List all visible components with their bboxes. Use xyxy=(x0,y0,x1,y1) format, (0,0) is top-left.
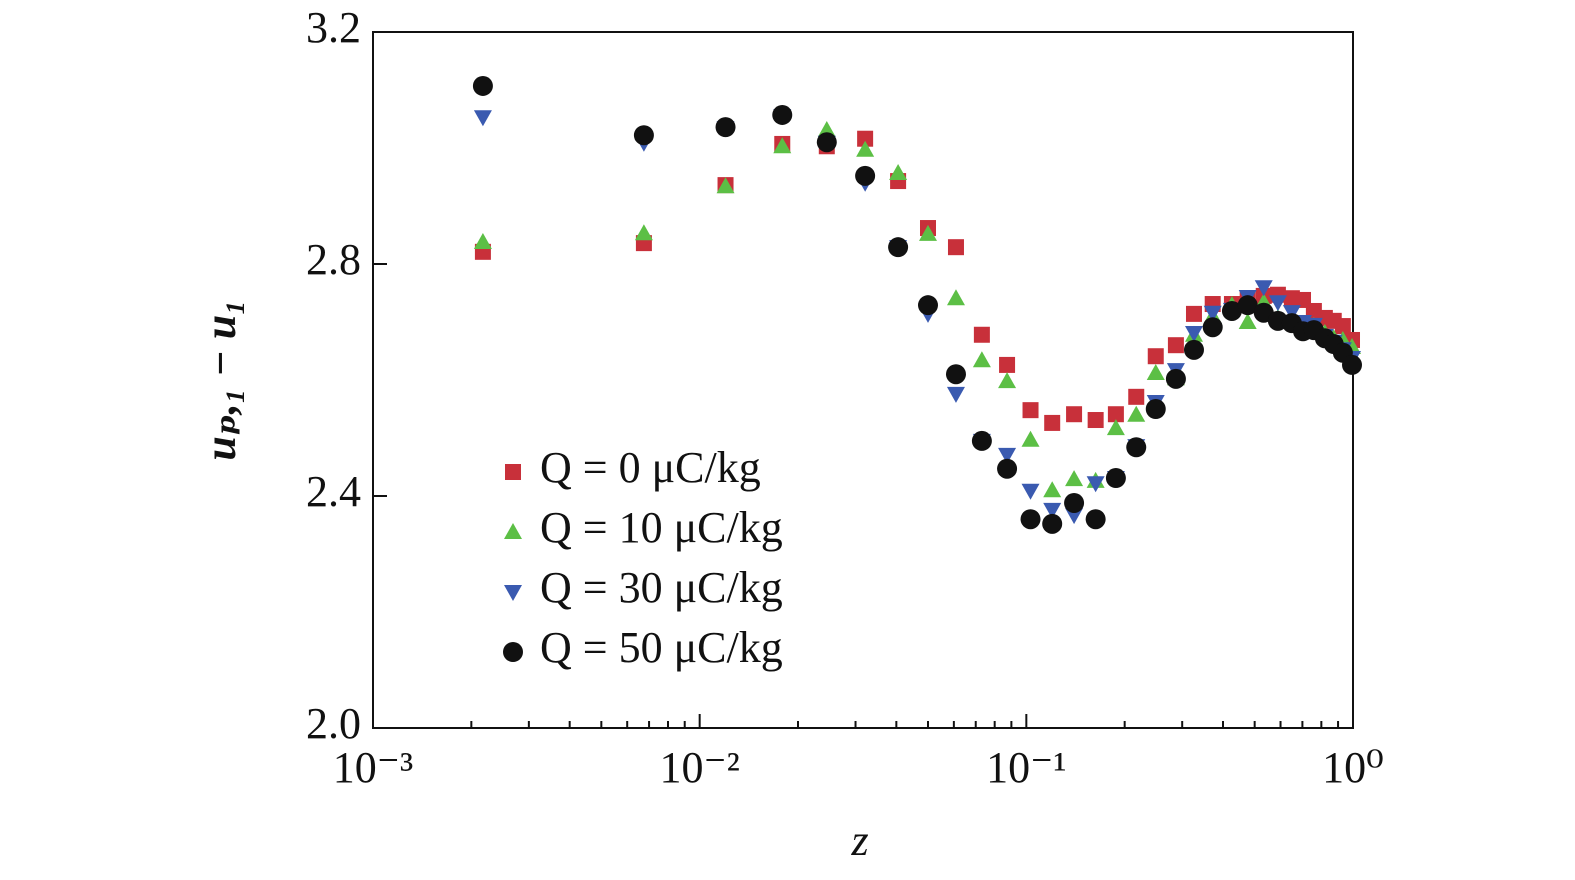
data-point xyxy=(889,163,908,180)
data-point xyxy=(1066,406,1083,423)
data-point xyxy=(917,295,938,316)
plot-frame xyxy=(372,31,1354,729)
data-point xyxy=(1237,295,1258,316)
y-tick-label: 2.0 xyxy=(306,699,361,748)
data-point xyxy=(472,75,493,96)
data-point xyxy=(1105,468,1126,489)
data-point xyxy=(888,237,909,258)
data-point xyxy=(1127,405,1146,422)
data-point xyxy=(857,130,874,147)
data-point xyxy=(973,326,990,343)
data-point xyxy=(1106,419,1125,436)
data-point xyxy=(1268,295,1287,312)
data-point xyxy=(998,372,1017,389)
data-point xyxy=(1147,348,1164,365)
data-point xyxy=(971,430,992,451)
data-point xyxy=(773,137,792,154)
data-point xyxy=(1185,305,1202,322)
y-axis-label: uₚ,₁ − u₁ xyxy=(196,299,245,460)
x-tick-label: 10⁻¹ xyxy=(986,743,1066,792)
data-point xyxy=(715,117,736,138)
data-point xyxy=(473,110,492,127)
marker-triangle-down xyxy=(504,585,522,601)
marker-square xyxy=(505,464,521,480)
data-point xyxy=(1043,502,1062,519)
data-point xyxy=(1022,402,1039,419)
data-point xyxy=(1021,483,1040,500)
data-point xyxy=(855,165,876,186)
data-point xyxy=(1183,339,1204,360)
y-tick-label: 2.4 xyxy=(306,467,361,516)
data-point xyxy=(816,132,837,153)
data-point xyxy=(633,125,654,146)
data-point xyxy=(1087,412,1104,429)
data-point xyxy=(945,364,966,385)
data-point xyxy=(1065,508,1084,525)
x-axis-label: z xyxy=(850,816,868,865)
data-point xyxy=(1126,437,1147,458)
data-point xyxy=(1184,326,1203,343)
y-tick-label: 3.2 xyxy=(306,3,361,52)
x-tick-label: 10⁻³ xyxy=(333,743,413,792)
data-point xyxy=(1085,509,1106,530)
legend-label: Q = 50 μC/kg xyxy=(540,623,783,672)
data-point xyxy=(1020,509,1041,530)
data-point xyxy=(1042,513,1063,534)
data-point xyxy=(817,121,836,138)
data-point xyxy=(1128,388,1145,405)
data-point xyxy=(998,447,1017,464)
data-point xyxy=(1238,313,1257,329)
data-point xyxy=(856,140,875,157)
data-point xyxy=(1165,368,1186,389)
data-point xyxy=(946,386,965,403)
data-point xyxy=(997,458,1018,479)
data-point xyxy=(1146,364,1165,381)
data-point xyxy=(1254,280,1273,297)
data-point xyxy=(918,224,937,241)
x-tick-label: 10⁰ xyxy=(1322,743,1384,792)
legend-label: Q = 30 μC/kg xyxy=(540,563,783,612)
data-point xyxy=(1342,354,1363,375)
data-point xyxy=(1043,481,1062,498)
data-point xyxy=(772,104,793,125)
data-point xyxy=(1202,317,1223,338)
data-point xyxy=(1145,399,1166,419)
marker-circle xyxy=(503,642,523,662)
data-point xyxy=(999,356,1016,373)
data-point xyxy=(1167,337,1184,354)
marker-triangle-up xyxy=(504,523,522,539)
data-point xyxy=(1064,492,1085,513)
data-point xyxy=(1334,318,1351,335)
data-point xyxy=(1107,406,1124,423)
data-point xyxy=(1044,414,1061,431)
data-point xyxy=(716,177,735,194)
y-tick-label: 2.8 xyxy=(306,235,361,284)
data-point xyxy=(1065,470,1084,487)
data-point xyxy=(473,232,492,249)
data-point xyxy=(1203,305,1222,322)
legend-label: Q = 10 μC/kg xyxy=(540,503,783,552)
data-point xyxy=(1282,305,1301,322)
x-tick-label: 10⁻² xyxy=(659,743,739,792)
legend-label: Q = 0 μC/kg xyxy=(540,443,761,492)
data-point xyxy=(634,224,653,241)
data-point xyxy=(1021,430,1040,447)
data-point xyxy=(1086,476,1105,493)
data-point xyxy=(972,351,991,368)
data-point xyxy=(1221,300,1242,321)
data-point xyxy=(947,239,964,256)
data-point xyxy=(946,289,965,306)
